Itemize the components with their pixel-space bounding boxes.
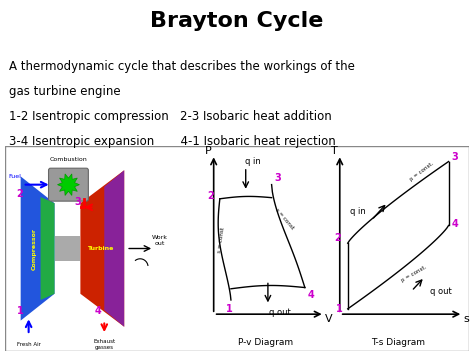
Text: Fuel: Fuel <box>8 174 21 179</box>
Text: q out: q out <box>430 286 452 296</box>
Text: 2: 2 <box>17 189 23 199</box>
Text: 4: 4 <box>451 219 458 229</box>
Polygon shape <box>104 170 124 327</box>
Text: s = const: s = const <box>274 207 294 230</box>
Text: P: P <box>205 146 212 156</box>
Text: 2: 2 <box>208 191 214 201</box>
Text: V: V <box>325 315 332 324</box>
Text: 1: 1 <box>336 304 343 315</box>
Text: 1: 1 <box>17 306 23 316</box>
Polygon shape <box>57 174 79 196</box>
Text: q in: q in <box>245 157 261 166</box>
Text: A thermodynamic cycle that describes the workings of the: A thermodynamic cycle that describes the… <box>9 60 356 73</box>
Text: s = const: s = const <box>218 227 226 253</box>
Text: 3: 3 <box>451 152 458 162</box>
FancyBboxPatch shape <box>5 146 469 351</box>
Text: 3: 3 <box>274 173 281 183</box>
Text: 4: 4 <box>307 290 314 300</box>
FancyBboxPatch shape <box>55 236 81 261</box>
Text: p = const.: p = const. <box>409 161 434 182</box>
Text: 3-4 Isentropic expansion       4-1 Isobaric heat rejection: 3-4 Isentropic expansion 4-1 Isobaric he… <box>9 135 336 148</box>
Text: Combustion: Combustion <box>50 158 87 163</box>
Text: Brayton Cycle: Brayton Cycle <box>150 11 324 31</box>
Text: Work
out: Work out <box>152 235 168 246</box>
Text: s: s <box>463 315 469 324</box>
FancyBboxPatch shape <box>48 168 88 201</box>
Text: Fresh Air: Fresh Air <box>17 342 41 347</box>
Text: 1: 1 <box>226 304 233 315</box>
Text: T: T <box>331 146 338 156</box>
Polygon shape <box>81 170 124 327</box>
Text: P-v Diagram: P-v Diagram <box>238 338 293 347</box>
Text: Compressor: Compressor <box>32 228 37 269</box>
Polygon shape <box>21 176 55 321</box>
Text: T-s Diagram: T-s Diagram <box>371 338 425 347</box>
Text: 2: 2 <box>335 233 341 244</box>
Text: q out: q out <box>269 308 291 317</box>
Text: p = const.: p = const. <box>401 265 428 283</box>
Text: Turbine: Turbine <box>87 246 113 251</box>
Text: 4: 4 <box>94 306 101 316</box>
Text: Exhaust
gasses: Exhaust gasses <box>93 339 115 350</box>
Text: 1-2 Isentropic compression   2-3 Isobaric heat addition: 1-2 Isentropic compression 2-3 Isobaric … <box>9 110 332 123</box>
Text: q in: q in <box>350 207 366 216</box>
Text: 3: 3 <box>74 197 81 207</box>
Text: gas turbine engine: gas turbine engine <box>9 85 121 98</box>
Polygon shape <box>41 197 55 300</box>
